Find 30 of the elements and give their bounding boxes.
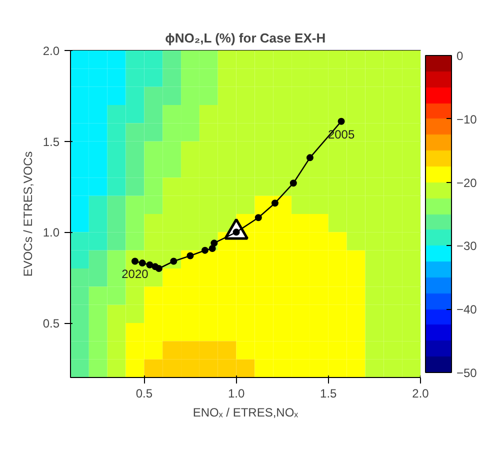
point: [146, 261, 154, 268]
y-axis-title: EVOCs / ETRES,VOCs: [20, 151, 35, 277]
chart-title: ϕNO₂,L (%) for Case EX-H: [165, 30, 326, 46]
point: [152, 263, 159, 270]
color-bar-label: −20: [456, 176, 478, 190]
color-bar-label: −50: [456, 366, 478, 380]
point: [306, 154, 314, 162]
x-tick-label: 2.0: [412, 386, 430, 400]
point: [271, 200, 278, 207]
point: [201, 246, 208, 254]
color-bar-label: −40: [456, 302, 478, 317]
annotation: 2020: [122, 267, 149, 282]
color-bar-label: 0: [456, 49, 464, 63]
color-bar-label: −30: [456, 239, 478, 254]
color-bar-label: −10: [456, 112, 478, 126]
y-tick-label: 1.5: [42, 134, 60, 149]
y-tick-label: 0.5: [42, 316, 60, 330]
point: [208, 245, 216, 252]
x-tick-label: 1.5: [320, 386, 338, 400]
point: [138, 260, 146, 267]
x-tick-label: 1.0: [228, 386, 245, 400]
x-axis-title: ENOₓ / ETRES,NOₓ: [192, 406, 298, 420]
annotation: 2005: [328, 127, 355, 142]
x-tick-label: 0.5: [136, 386, 153, 400]
point: [338, 118, 345, 125]
point: [254, 214, 262, 222]
point: [210, 240, 218, 247]
y-tick-label: 1.0: [42, 226, 60, 240]
y-tick-label: 2.0: [42, 44, 60, 58]
point: [290, 180, 297, 187]
